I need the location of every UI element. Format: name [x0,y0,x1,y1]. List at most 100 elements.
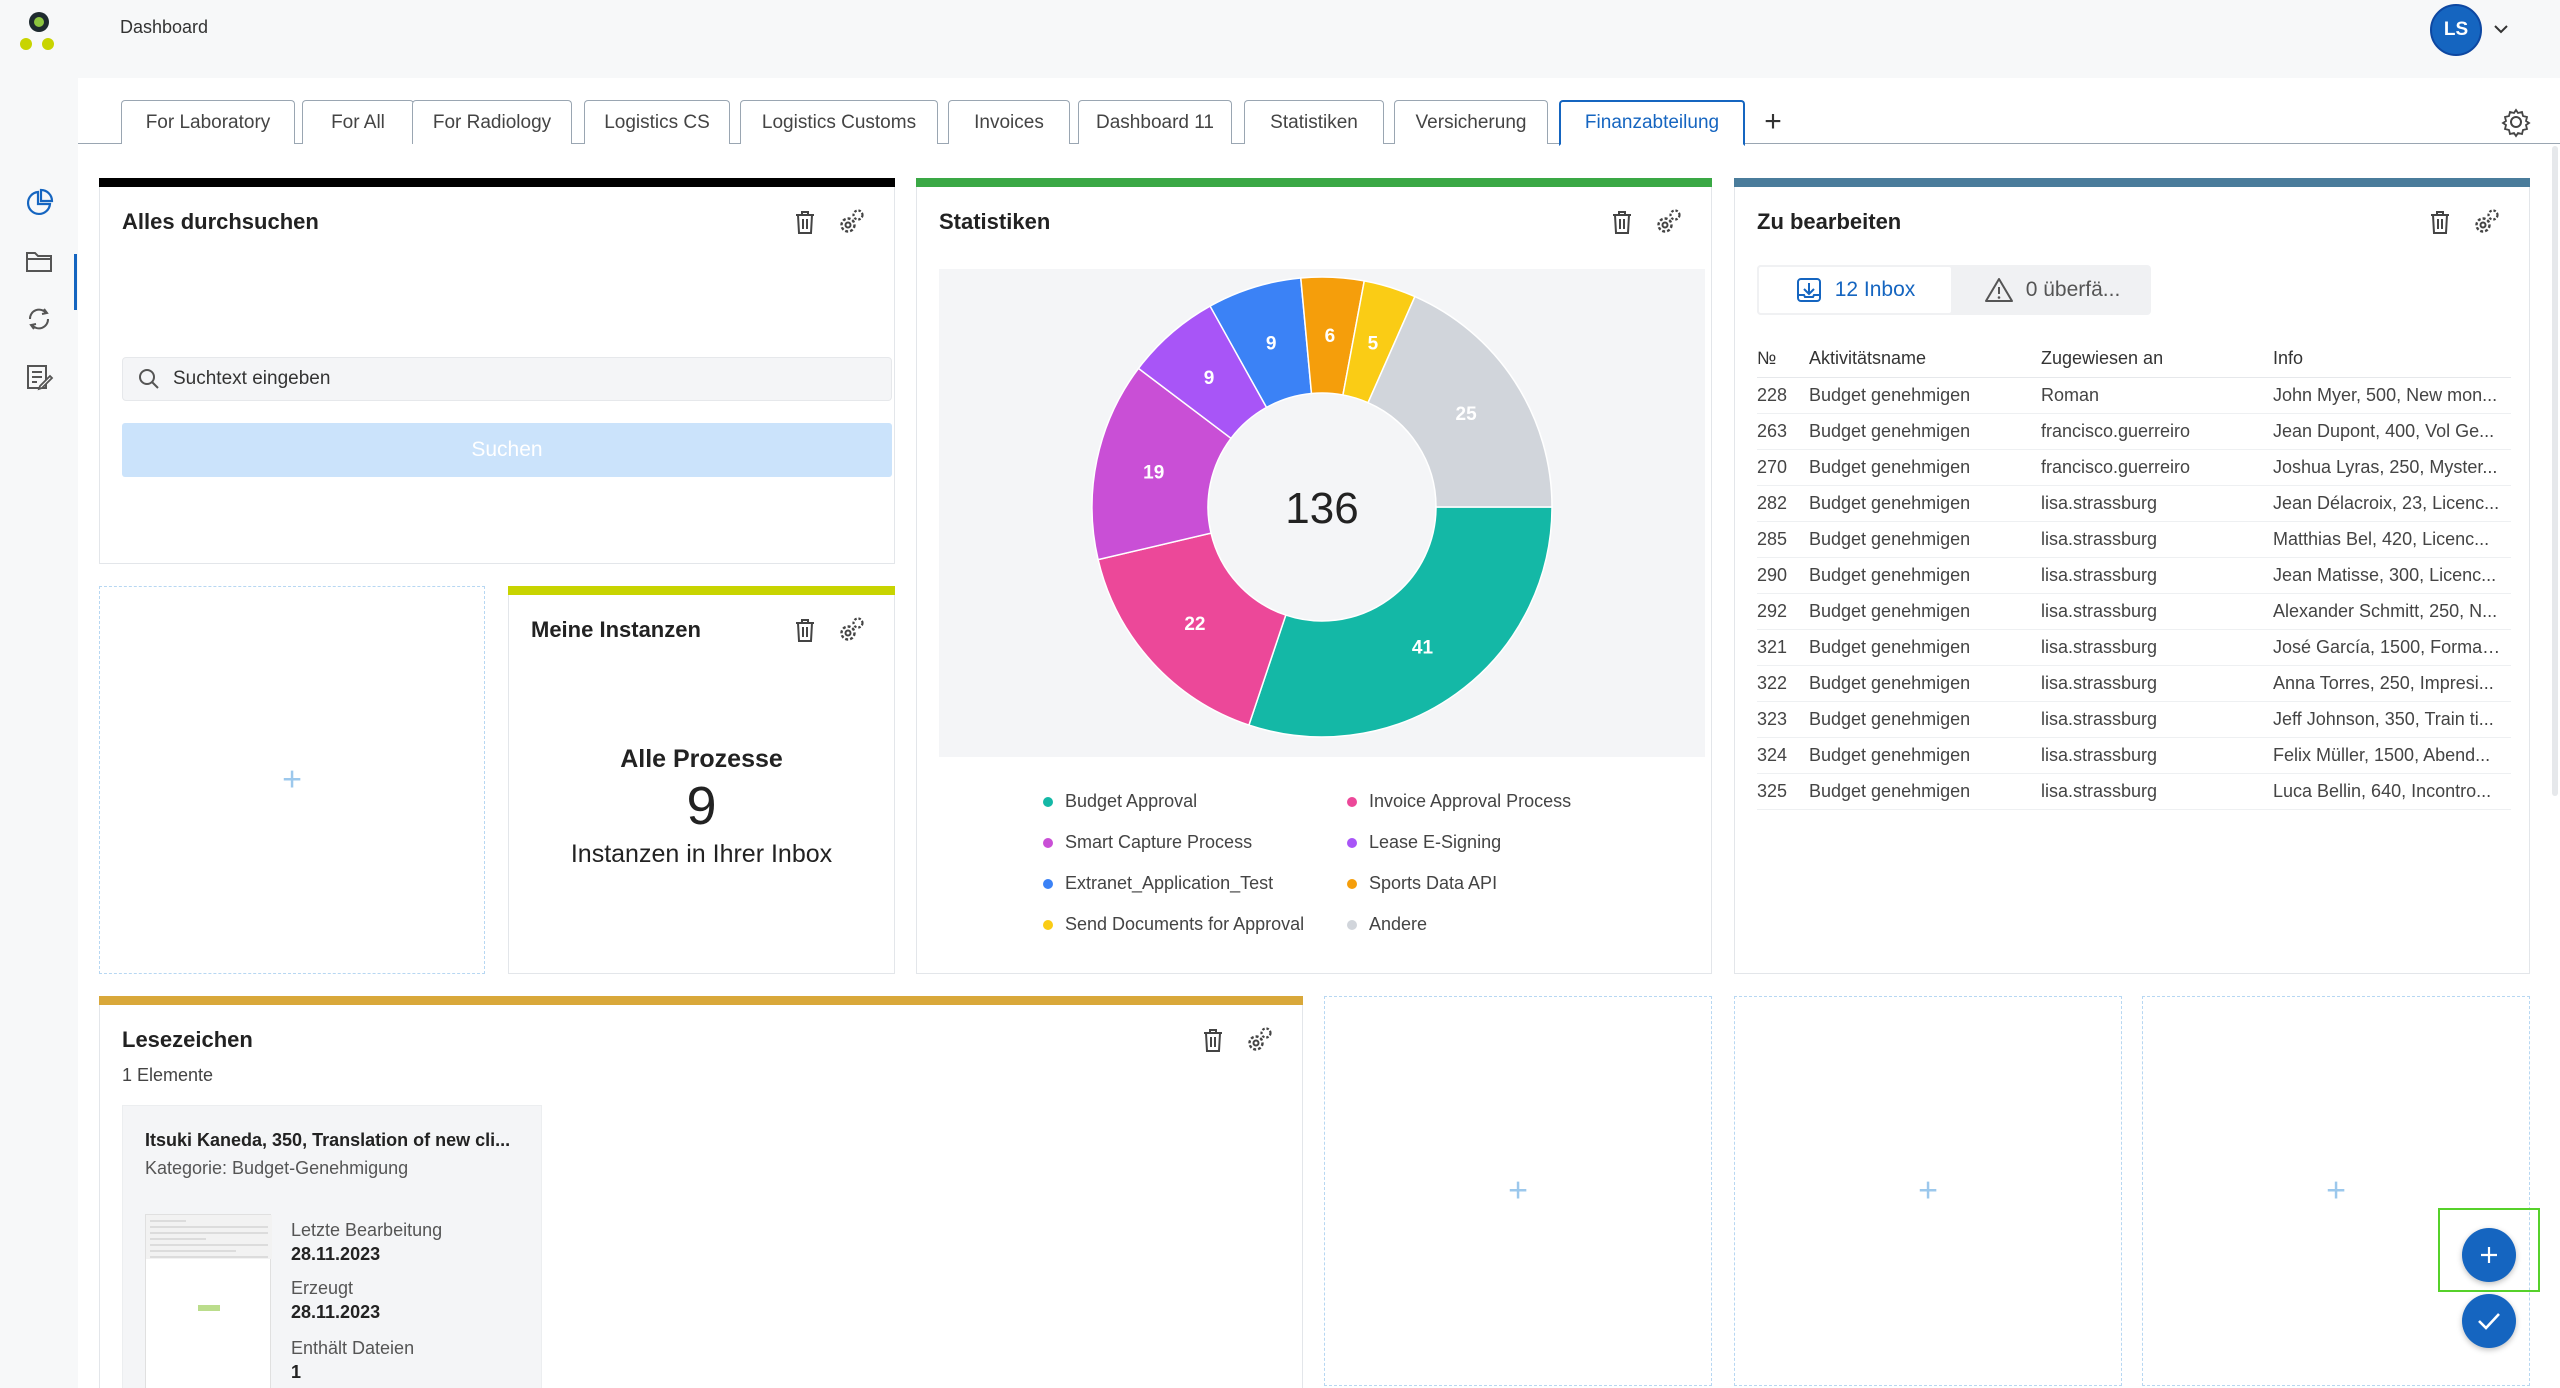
add-widget-plus[interactable]: + [282,760,302,799]
legend-item[interactable]: Andere [1347,914,1427,935]
tab-statistiken[interactable]: Statistiken [1244,100,1384,144]
trash-icon [796,211,814,234]
legend-item[interactable]: Invoice Approval Process [1347,791,1571,812]
sidebar-item-tasks[interactable] [20,358,58,396]
bookmark-count: 1 Elemente [122,1065,214,1085]
legend-item[interactable]: Sports Data API [1347,873,1497,894]
column-header-number[interactable]: № [1757,341,1809,378]
add-widget-plus[interactable]: + [1508,1171,1528,1210]
widget-settings-button[interactable] [1244,1025,1274,1055]
cell-info: John Myer, 500, New mon... [2273,377,2511,414]
add-widget-plus[interactable]: + [2326,1171,2346,1210]
sidebar-item-documents[interactable] [20,242,58,280]
delete-widget-button[interactable] [790,207,820,237]
tab-dashboard-11[interactable]: Dashboard 11 [1078,100,1232,144]
table-row[interactable]: 270 Budget genehmigen francisco.guerreiro J… [1757,449,2511,486]
search-field[interactable] [122,357,892,401]
bookmark-category: Kategorie: Budget-Genehmigung [145,1158,409,1178]
widget-settings-button[interactable] [836,615,866,645]
user-avatar[interactable]: LS [2430,4,2482,56]
pie-slice[interactable] [1097,532,1287,727]
search-input[interactable] [173,368,873,390]
cell-activity: Budget genehmigen [1809,521,2041,558]
tab-invoices[interactable]: Invoices [948,100,1070,144]
search-button[interactable]: Suchen [122,423,892,477]
table-row[interactable]: 282 Budget genehmigen lisa.strassburg Jean … [1757,485,2511,522]
scrollbar[interactable] [2552,146,2558,796]
legend-item[interactable]: Send Documents for Approval [1043,914,1304,935]
legend-item[interactable]: Budget Approval [1043,791,1197,812]
gears-icon [1248,1027,1272,1051]
empty-widget-slot[interactable]: + [99,586,485,974]
legend-item[interactable]: Smart Capture Process [1043,832,1252,853]
tab-for-all[interactable]: For All [302,100,414,144]
overdue-tab[interactable]: 0 überfä... [1953,265,2151,315]
widget-title: Alles durchsuchen [122,209,319,234]
legend-label: Budget Approval [1065,791,1198,811]
cell-activity: Budget genehmigen [1809,701,2041,738]
app-logo[interactable] [18,10,60,54]
instances-heading: Alle Prozesse [620,745,783,773]
chart-total: 136 [1285,484,1358,533]
cell-assignee: francisco.guerreiro [2041,449,2273,486]
table-row[interactable]: 324 Budget genehmigen lisa.strassburg Felix… [1757,737,2511,774]
gear-icon[interactable] [2500,106,2532,138]
confirm-fab[interactable] [2462,1294,2516,1348]
pie-slice[interactable] [1247,506,1553,738]
column-header-activity[interactable]: Aktivitätsname [1809,341,2041,378]
table-row[interactable]: 263 Budget genehmigen francisco.guerreiro J… [1757,413,2511,450]
cell-assignee: lisa.strassburg [2041,701,2273,738]
table-row[interactable]: 323 Budget genehmigen lisa.strassburg Jeff … [1757,701,2511,738]
highlight-frame [2438,1208,2540,1292]
widget-color-line [99,996,1303,1005]
warning-icon [1984,278,2013,302]
add-widget-fab[interactable] [2462,1228,2516,1282]
cell-info: José García, 1500, Formac... [2273,629,2511,666]
instances-summary[interactable]: Alle Prozesse 9 Instanzen in Ihrer Inbox [509,745,894,869]
tab-logistics-customs[interactable]: Logistics Customs [740,100,938,144]
legend-label: Sports Data API [1369,873,1498,893]
widget-settings-button[interactable] [1653,207,1683,237]
delete-widget-button[interactable] [1607,207,1637,237]
donut-chart[interactable]: 41 22 19 9 9 6 5 25 136 [939,269,1705,757]
table-row[interactable]: 292 Budget genehmigen lisa.strassburg Alexa… [1757,593,2511,630]
column-header-assignee[interactable]: Zugewiesen an [2041,341,2273,378]
todo-widget: Zu bearbeiten 12 Inbox 0 überfä... [1734,178,2530,974]
cell-assignee: lisa.strassburg [2041,629,2273,666]
pie-slice[interactable] [1367,295,1553,508]
widget-settings-button[interactable] [836,207,866,237]
delete-widget-button[interactable] [790,615,820,645]
empty-widget-slot[interactable]: + [1324,996,1712,1386]
tab-logistics-cs[interactable]: Logistics CS [584,100,730,144]
main-content: For Laboratory For All For Radiology Log… [78,78,2560,1388]
tab-versicherung[interactable]: Versicherung [1394,100,1548,144]
table-row[interactable]: 325 Budget genehmigen lisa.strassburg Luca … [1757,773,2511,810]
inbox-tab[interactable]: 12 Inbox [1757,265,1953,315]
table-row[interactable]: 290 Budget genehmigen lisa.strassburg Jean … [1757,557,2511,594]
legend-item[interactable]: Extranet_Application_Test [1043,873,1273,894]
table-row[interactable]: 285 Budget genehmigen lisa.strassburg Matth… [1757,521,2511,558]
widget-settings-button[interactable] [2471,207,2501,237]
column-header-info[interactable]: Info [2273,341,2511,378]
add-widget-plus[interactable]: + [1918,1171,1938,1210]
gears-icon [1657,209,1681,233]
page-title: Dashboard [120,17,209,37]
table-row[interactable]: 228 Budget genehmigen Roman John Myer, 500,… [1757,377,2511,414]
add-tab-button[interactable]: + [1764,105,1782,138]
table-row[interactable]: 322 Budget genehmigen lisa.strassburg Anna … [1757,665,2511,702]
sidebar-item-processes[interactable] [20,300,58,338]
top-bar: Dashboard LS [0,0,2560,78]
sidebar-item-dashboard[interactable] [20,184,58,222]
delete-widget-button[interactable] [1198,1025,1228,1055]
table-row[interactable]: 321 Budget genehmigen lisa.strassburg José … [1757,629,2511,666]
legend-item[interactable]: Lease E-Signing [1347,832,1501,853]
tab-for-laboratory[interactable]: For Laboratory [121,100,295,144]
sidebar-active-indicator [74,254,77,310]
cell-assignee: Roman [2041,377,2273,414]
bookmark-card[interactable]: Itsuki Kaneda, 350, Translation of new c… [122,1105,542,1388]
tab-for-radiology[interactable]: For Radiology [412,100,572,144]
delete-widget-button[interactable] [2425,207,2455,237]
empty-widget-slot[interactable]: + [1734,996,2122,1386]
chevron-down-icon[interactable] [2492,22,2510,36]
tab-finanzabteilung[interactable]: Finanzabteilung [1559,100,1745,146]
